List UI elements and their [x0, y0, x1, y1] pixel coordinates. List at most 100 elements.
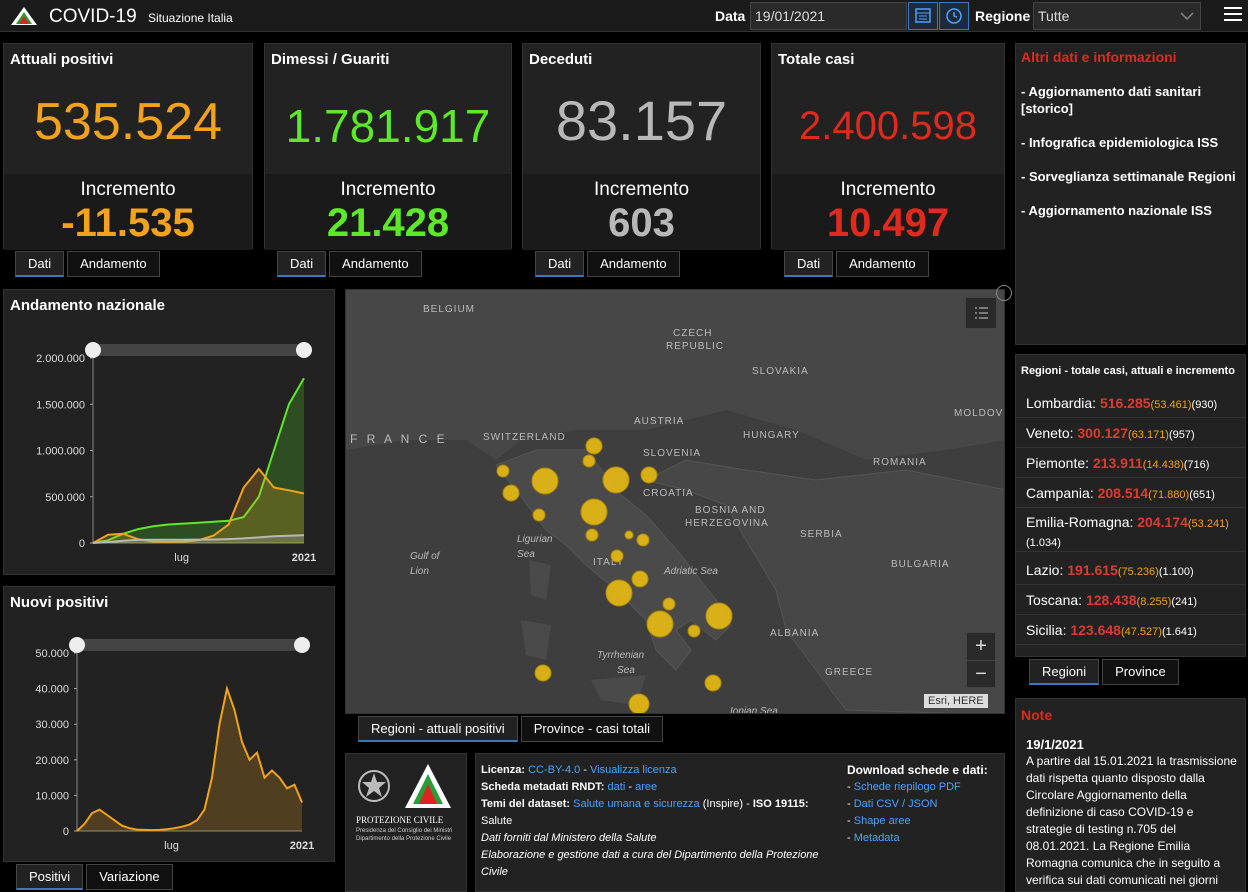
- region-row[interactable]: Emilia-Romagna: 204.174(53.241) (1.034): [1016, 508, 1246, 552]
- license-link[interactable]: CC-BY-4.0: [528, 764, 581, 776]
- nuovi-positivi-panel: Nuovi positivi 50.000 40.000 30.000 20.000 1…: [3, 586, 335, 862]
- tab-variazione[interactable]: Variazione: [86, 864, 173, 890]
- region-row[interactable]: Veneto: 300.127(63.171)(957): [1016, 418, 1246, 448]
- zoom-out-button[interactable]: −: [967, 660, 995, 687]
- tab-province[interactable]: Province: [1102, 659, 1179, 685]
- card-dimessi-guariti: Dimessi / Guariti 1.781.917 Incremento 2…: [264, 43, 512, 250]
- zoom-control: + −: [966, 632, 996, 688]
- range-slider-handle: [296, 342, 312, 358]
- tab-andamento[interactable]: Andamento: [67, 251, 160, 277]
- theme-link[interactable]: Salute umana e sicurezza: [573, 798, 700, 810]
- calendar-button[interactable]: [908, 2, 938, 30]
- link-aggiornamento-dati-sanitari[interactable]: - Aggiornamento dati sanitari: [1021, 84, 1202, 99]
- region-row[interactable]: Toscana: 128.438(8.255)(241): [1016, 585, 1246, 615]
- nuovi-positivi-chart[interactable]: 50.000 40.000 30.000 20.000 10.000 0 lug 2021: [4, 587, 334, 861]
- series-line: [92, 534, 305, 544]
- note-line: definizione di caso COVID-19 e: [1026, 805, 1194, 819]
- altri-dati-title: Altri dati e informazioni: [1021, 49, 1177, 65]
- map-label: GREECE: [825, 667, 874, 678]
- tab-andamento[interactable]: Andamento: [836, 251, 929, 277]
- tab-province-casi-totali[interactable]: Province - casi totali: [520, 716, 664, 742]
- map[interactable]: BELGIUM CZECH REPUBLIC SLOVAKIA AUSTRIA …: [345, 289, 1005, 714]
- card-attuali-positivi: Attuali positivi 535.524 Incremento -11.…: [3, 43, 253, 250]
- tab-andamento[interactable]: Andamento: [329, 251, 422, 277]
- note-line: strategie di testing n.705 del: [1026, 822, 1177, 836]
- card-deceduti: Deceduti 83.157 Incremento 603: [522, 43, 761, 250]
- card-title: Totale casi: [778, 51, 855, 68]
- regioni-panel[interactable]: [1015, 354, 1246, 657]
- map-label: HUNGARY: [743, 430, 800, 441]
- map-label: BELGIUM: [423, 304, 476, 315]
- map-label: ITALY: [593, 557, 625, 568]
- tab-positivi[interactable]: Positivi: [16, 864, 84, 890]
- map-attribution: Esri, HERE: [924, 694, 988, 708]
- card-value: 83.157: [555, 89, 728, 152]
- map-label: ALBANIA: [770, 628, 820, 639]
- link-storico[interactable]: [storico]: [1021, 101, 1073, 116]
- map-label: BOSNIA AND: [695, 505, 766, 516]
- link-aggiornamento-nazionale-iss[interactable]: - Aggiornamento nazionale ISS: [1021, 203, 1212, 218]
- map-label: Gulf of: [410, 551, 440, 562]
- region-select[interactable]: Tutte: [1033, 2, 1201, 30]
- tab-regioni-attuali-positivi[interactable]: Regioni - attuali positivi: [358, 716, 518, 742]
- range-slider-track: [93, 344, 304, 356]
- protezione-civile-logo-icon: [11, 7, 37, 25]
- region-row[interactable]: Lazio: 191.615(75.236)(1.100): [1016, 555, 1246, 585]
- link-infografica-iss[interactable]: - Infografica epidemiologica ISS: [1021, 135, 1219, 150]
- link-sorveglianza-settimanale[interactable]: - Sorveglianza settimanale Regioni: [1021, 169, 1236, 184]
- download-pdf-link[interactable]: Schede riepilogo PDF: [853, 781, 961, 793]
- zoom-in-button[interactable]: +: [975, 635, 987, 657]
- series-area: [77, 688, 302, 831]
- metadata-dati-link[interactable]: dati: [607, 781, 626, 793]
- card-tabs: Dati Andamento: [535, 251, 683, 277]
- region-row[interactable]: Campania: 208.514(71.880)(651): [1016, 478, 1246, 508]
- range-slider-handle: [294, 637, 310, 653]
- download-csv-json-link[interactable]: Dati CSV / JSON: [853, 798, 938, 810]
- map-tabs: Regioni - attuali positivi Province - ca…: [358, 716, 666, 742]
- expand-icon[interactable]: [996, 285, 1012, 301]
- card-title: Attuali positivi: [10, 51, 114, 68]
- card-increment-value: -11.535: [61, 201, 195, 245]
- view-license-link[interactable]: Visualizza licenza: [590, 764, 677, 776]
- card-increment-label: Incremento: [340, 179, 436, 200]
- andamento-chart[interactable]: 2.000.000 1.500.000 1.000.000 500.000 0 lug 20…: [4, 290, 334, 574]
- series-line: [76, 684, 303, 832]
- metadata-aree-link[interactable]: aree: [635, 781, 658, 793]
- download-shape-link[interactable]: Shape aree: [853, 815, 911, 827]
- legend-button[interactable]: [965, 297, 997, 329]
- tab-dati[interactable]: Dati: [277, 251, 327, 277]
- calendar-icon: [915, 8, 931, 23]
- tab-regioni[interactable]: Regioni: [1029, 659, 1100, 685]
- region-row[interactable]: Lombardia: 516.285(53.461)(930): [1016, 388, 1246, 418]
- card-title: Deceduti: [529, 51, 593, 68]
- map-label: Ligurian: [517, 534, 553, 545]
- time-button[interactable]: [939, 2, 969, 30]
- region-row[interactable]: Piemonte: 213.911(14.438)(716): [1016, 448, 1246, 478]
- tab-dati[interactable]: Dati: [784, 251, 834, 277]
- card-increment-label: Incremento: [593, 179, 690, 200]
- note-line: verifica sui dati comunicati nei giorni: [1026, 873, 1219, 887]
- menu-icon[interactable]: [1224, 7, 1242, 23]
- app-title: COVID-19: [49, 6, 137, 27]
- protezione-civile-icon: [405, 764, 451, 808]
- date-input[interactable]: 19/01/2021: [750, 2, 907, 30]
- regioni-tabs: Regioni Province: [1029, 659, 1182, 685]
- download-metadata-link[interactable]: Metadata: [853, 832, 900, 844]
- card-increment-value: 21.428: [326, 201, 450, 245]
- tab-andamento[interactable]: Andamento: [587, 251, 680, 277]
- y-tick-label: 50.000: [35, 648, 69, 660]
- map-label: Ionian Sea: [730, 706, 778, 714]
- y-tick-label: 10.000: [35, 790, 69, 802]
- region-select-value: Tutte: [1038, 8, 1070, 24]
- series-line: [92, 377, 305, 544]
- y-tick-label: 1.000.000: [36, 446, 85, 458]
- tab-dati[interactable]: Dati: [15, 251, 65, 277]
- map-label: SWITZERLAND: [483, 432, 566, 443]
- region-row[interactable]: Sicilia: 123.648(47.527)(1.641): [1016, 615, 1246, 645]
- andamento-nazionale-panel: Andamento nazionale 2.000.000 1.500.000 1.…: [3, 289, 335, 575]
- map-label: Adriatic Sea: [664, 566, 718, 577]
- tab-dati[interactable]: Dati: [535, 251, 585, 277]
- series-area: [93, 469, 304, 543]
- map-label: AUSTRIA: [634, 416, 685, 427]
- range-slider-handle: [69, 637, 85, 653]
